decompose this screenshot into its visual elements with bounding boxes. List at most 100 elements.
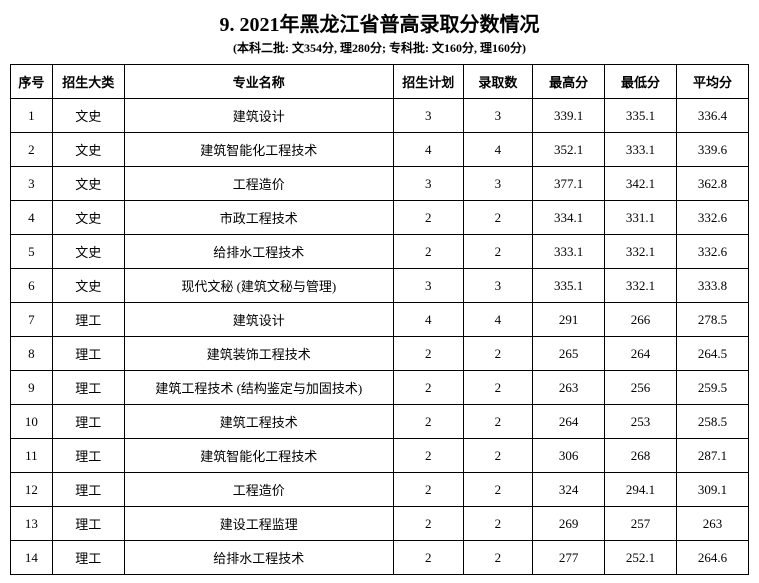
table-cell: 4: [11, 201, 53, 235]
table-row: 10理工建筑工程技术22264253258.5: [11, 405, 749, 439]
table-cell: 2: [393, 371, 463, 405]
table-cell: 332.1: [605, 235, 677, 269]
table-row: 13理工建设工程监理22269257263: [11, 507, 749, 541]
table-cell: 8: [11, 337, 53, 371]
table-row: 8理工建筑装饰工程技术22265264264.5: [11, 337, 749, 371]
table-cell: 2: [393, 507, 463, 541]
table-cell: 现代文秘 (建筑文秘与管理): [124, 269, 393, 303]
column-header-5: 最高分: [533, 65, 605, 99]
table-cell: 2: [393, 337, 463, 371]
table-cell: 253: [605, 405, 677, 439]
table-cell: 2: [393, 439, 463, 473]
table-row: 9理工建筑工程技术 (结构鉴定与加固技术)22263256259.5: [11, 371, 749, 405]
column-header-7: 平均分: [677, 65, 749, 99]
table-cell: 9: [11, 371, 53, 405]
table-cell: 2: [393, 405, 463, 439]
table-cell: 文史: [52, 133, 124, 167]
table-cell: 12: [11, 473, 53, 507]
table-row: 1文史建筑设计33339.1335.1336.4: [11, 99, 749, 133]
table-cell: 文史: [52, 235, 124, 269]
table-cell: 2: [463, 405, 533, 439]
table-cell: 2: [463, 371, 533, 405]
table-cell: 文史: [52, 167, 124, 201]
table-cell: 建筑装饰工程技术: [124, 337, 393, 371]
table-cell: 259.5: [677, 371, 749, 405]
table-cell: 265: [533, 337, 605, 371]
table-cell: 269: [533, 507, 605, 541]
table-row: 11理工建筑智能化工程技术22306268287.1: [11, 439, 749, 473]
table-cell: 263: [533, 371, 605, 405]
table-cell: 287.1: [677, 439, 749, 473]
table-cell: 7: [11, 303, 53, 337]
table-row: 4文史市政工程技术22334.1331.1332.6: [11, 201, 749, 235]
table-cell: 2: [463, 473, 533, 507]
table-cell: 264: [533, 405, 605, 439]
table-cell: 3: [11, 167, 53, 201]
table-cell: 4: [463, 133, 533, 167]
admission-scores-table: 序号招生大类专业名称招生计划录取数最高分最低分平均分 1文史建筑设计33339.…: [10, 64, 749, 575]
table-cell: 335.1: [605, 99, 677, 133]
table-cell: 建筑工程技术 (结构鉴定与加固技术): [124, 371, 393, 405]
table-row: 3文史工程造价33377.1342.1362.8: [11, 167, 749, 201]
table-cell: 335.1: [533, 269, 605, 303]
table-cell: 332.6: [677, 235, 749, 269]
table-cell: 332.1: [605, 269, 677, 303]
table-cell: 工程造价: [124, 167, 393, 201]
table-cell: 336.4: [677, 99, 749, 133]
table-cell: 263: [677, 507, 749, 541]
table-row: 12理工工程造价22324294.1309.1: [11, 473, 749, 507]
table-cell: 2: [463, 201, 533, 235]
table-body: 1文史建筑设计33339.1335.1336.42文史建筑智能化工程技术4435…: [11, 99, 749, 575]
table-cell: 4: [463, 303, 533, 337]
table-cell: 文史: [52, 99, 124, 133]
table-cell: 333.1: [533, 235, 605, 269]
table-cell: 352.1: [533, 133, 605, 167]
table-cell: 324: [533, 473, 605, 507]
table-cell: 市政工程技术: [124, 201, 393, 235]
table-cell: 文史: [52, 269, 124, 303]
table-cell: 2: [463, 439, 533, 473]
table-cell: 10: [11, 405, 53, 439]
table-header: 序号招生大类专业名称招生计划录取数最高分最低分平均分: [11, 65, 749, 99]
table-cell: 理工: [52, 337, 124, 371]
table-cell: 2: [393, 201, 463, 235]
table-cell: 306: [533, 439, 605, 473]
table-cell: 理工: [52, 439, 124, 473]
table-cell: 工程造价: [124, 473, 393, 507]
table-cell: 2: [463, 507, 533, 541]
table-cell: 理工: [52, 371, 124, 405]
table-cell: 3: [393, 99, 463, 133]
table-cell: 3: [393, 167, 463, 201]
table-row: 2文史建筑智能化工程技术44352.1333.1339.6: [11, 133, 749, 167]
table-cell: 294.1: [605, 473, 677, 507]
table-cell: 339.6: [677, 133, 749, 167]
table-cell: 333.1: [605, 133, 677, 167]
table-cell: 建筑智能化工程技术: [124, 133, 393, 167]
table-cell: 6: [11, 269, 53, 303]
table-cell: 266: [605, 303, 677, 337]
table-cell: 377.1: [533, 167, 605, 201]
table-cell: 334.1: [533, 201, 605, 235]
page-title: 9. 2021年黑龙江省普高录取分数情况: [10, 8, 749, 37]
table-cell: 339.1: [533, 99, 605, 133]
table-cell: 342.1: [605, 167, 677, 201]
table-cell: 给排水工程技术: [124, 235, 393, 269]
table-cell: 256: [605, 371, 677, 405]
table-cell: 2: [463, 235, 533, 269]
table-cell: 2: [463, 337, 533, 371]
table-cell: 4: [393, 133, 463, 167]
table-cell: 4: [393, 303, 463, 337]
table-row: 7理工建筑设计44291266278.5: [11, 303, 749, 337]
document-container: 9. 2021年黑龙江省普高录取分数情况 (本科二批: 文354分, 理280分…: [0, 0, 759, 583]
table-row: 6文史现代文秘 (建筑文秘与管理)33335.1332.1333.8: [11, 269, 749, 303]
table-cell: 1: [11, 99, 53, 133]
column-header-2: 专业名称: [124, 65, 393, 99]
table-cell: 11: [11, 439, 53, 473]
table-cell: 理工: [52, 473, 124, 507]
table-row: 5文史给排水工程技术22333.1332.1332.6: [11, 235, 749, 269]
table-cell: 268: [605, 439, 677, 473]
table-cell: 309.1: [677, 473, 749, 507]
table-cell: 理工: [52, 303, 124, 337]
table-cell: 3: [463, 99, 533, 133]
table-cell: 2: [393, 473, 463, 507]
